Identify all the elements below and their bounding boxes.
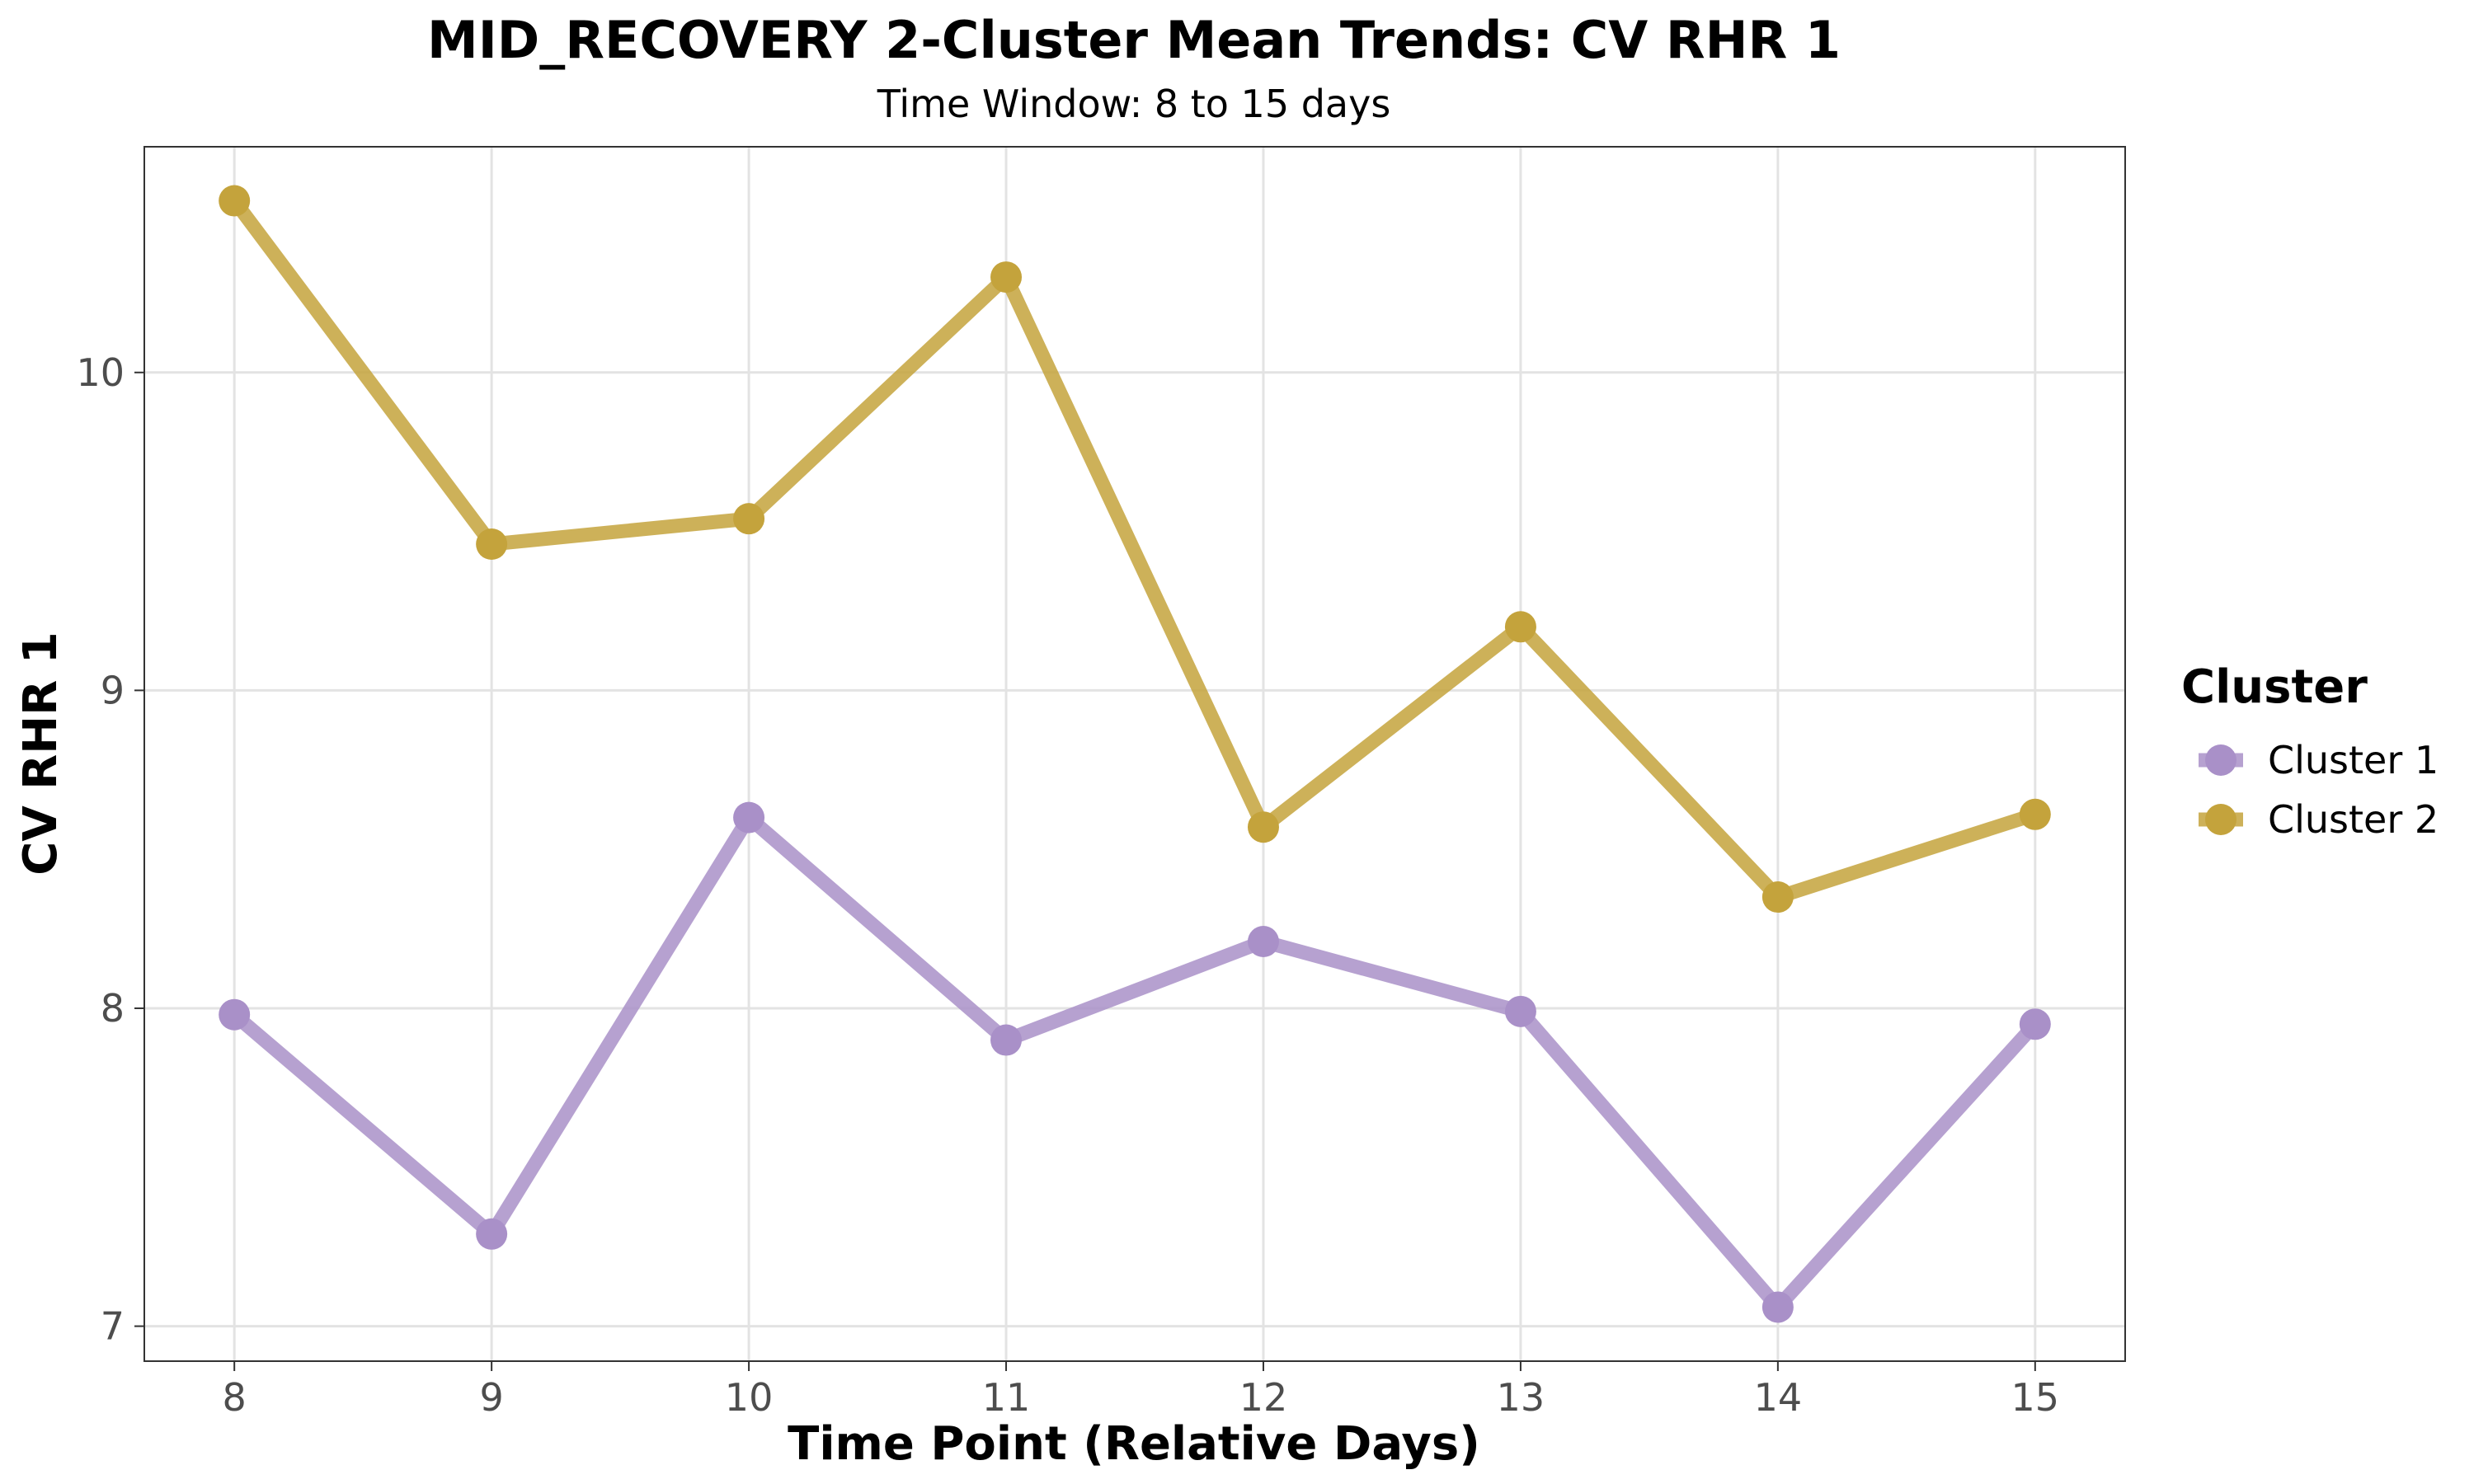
data-point [1247,926,1279,958]
x-tick-label: 11 [982,1375,1031,1420]
series-cluster-1 [219,801,2051,1323]
legend-item-cluster-2: Cluster 2 [2199,797,2439,842]
x-axis-title: Time Point (Relative Days) [788,1417,1480,1471]
x-tick-label: 14 [1754,1375,1803,1420]
legend-label: Cluster 1 [2268,738,2439,782]
x-tick-label: 8 [223,1375,247,1420]
data-point [219,998,251,1031]
chart-title: MID_RECOVERY 2-Cluster Mean Trends: CV R… [427,10,1841,70]
y-axis-title: CV RHR 1 [14,632,68,876]
data-point [476,1218,508,1250]
legend-key-point [2205,744,2236,776]
legend: Cluster Cluster 1 Cluster 2 [2181,660,2439,842]
data-point [219,185,251,217]
legend-item-cluster-1: Cluster 1 [2199,738,2439,782]
data-point [1504,611,1536,643]
x-tick-label: 13 [1497,1375,1545,1420]
series-group [219,185,2051,1323]
x-tick-label: 15 [2011,1375,2060,1420]
data-point [733,503,765,535]
y-tick-label: 10 [76,350,125,395]
plot-panel-border [143,146,2126,1362]
data-point [1761,1291,1794,1323]
y-tick-label: 8 [101,986,125,1031]
y-axis: 7 8 9 10 [76,350,144,1349]
data-point [1504,995,1536,1027]
data-point [2019,1008,2051,1040]
data-point [990,261,1023,294]
grid-lines [144,147,2125,1361]
data-point [476,528,508,561]
legend-label: Cluster 2 [2268,797,2439,842]
x-tick-label: 12 [1239,1375,1288,1420]
data-point [2019,798,2051,830]
series-cluster-2 [219,185,2051,913]
data-point [990,1024,1023,1056]
chart-subtitle: Time Window: 8 to 15 days [877,82,1391,126]
x-axis: 8 9 10 11 12 13 14 15 [223,1361,2060,1420]
series-line [227,810,2043,1314]
data-point [1247,811,1279,843]
data-point [733,801,765,834]
legend-title: Cluster [2181,660,2368,714]
series-line [227,194,2043,904]
data-point [1761,881,1794,913]
y-tick-label: 7 [101,1304,125,1349]
x-tick-label: 9 [479,1375,503,1420]
legend-key-point [2205,804,2236,835]
y-tick-label: 9 [101,668,125,712]
x-tick-label: 10 [725,1375,774,1420]
